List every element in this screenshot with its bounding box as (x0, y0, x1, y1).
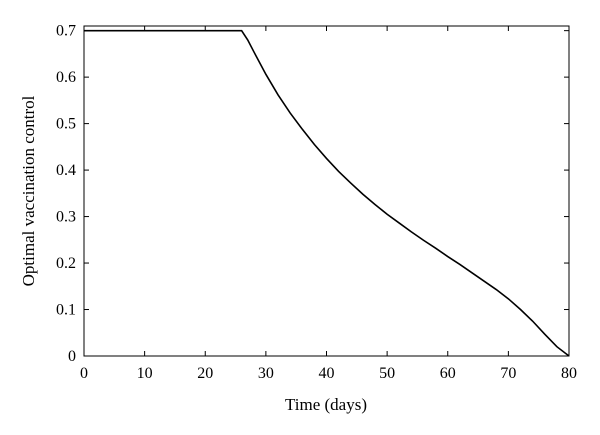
x-tick-label: 40 (319, 365, 335, 382)
y-tick-label: 0.6 (56, 69, 76, 86)
x-tick-label: 0 (80, 365, 88, 382)
x-tick-label: 50 (379, 365, 395, 382)
x-axis-ticks: 0 10 20 30 40 50 60 70 80 (80, 26, 577, 382)
x-tick-label: 70 (500, 365, 516, 382)
x-tick-label: 10 (137, 365, 153, 382)
y-tick-label: 0.4 (56, 162, 76, 179)
y-axis-ticks: 0 0.1 0.2 0.3 0.4 0.5 0.6 0.7 (56, 23, 569, 365)
series-line (84, 29, 570, 357)
y-tick-label: 0.5 (56, 116, 76, 133)
y-tick-label: 0.1 (56, 302, 76, 319)
x-tick-label: 60 (440, 365, 456, 382)
y-tick-label: 0.3 (56, 209, 76, 226)
x-tick-label: 80 (561, 365, 577, 382)
y-axis-label: Optimal vaccination control (19, 95, 38, 286)
x-axis-label: Time (days) (285, 395, 367, 414)
y-tick-label: 0.2 (56, 255, 76, 272)
x-tick-label: 30 (258, 365, 274, 382)
plot-area (83, 25, 570, 357)
x-tick-label: 20 (197, 365, 213, 382)
y-tick-label: 0 (68, 348, 76, 365)
y-tick-label: 0.7 (56, 23, 76, 40)
